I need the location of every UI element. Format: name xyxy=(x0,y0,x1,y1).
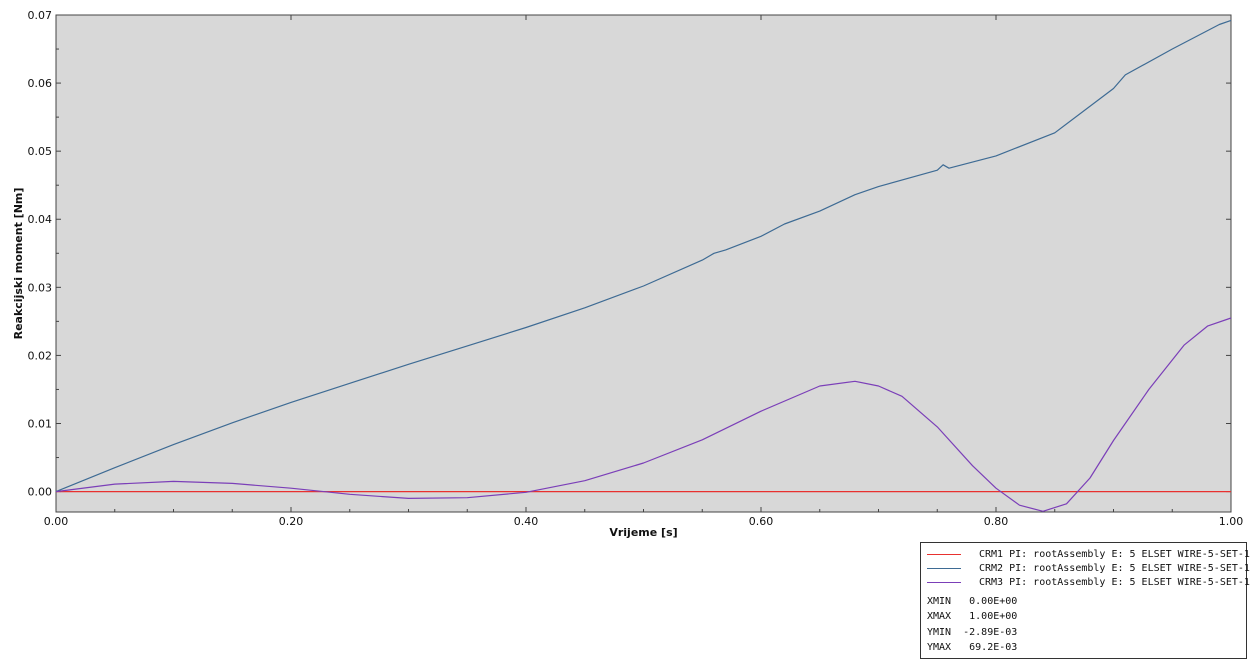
x-tick-label: 0.60 xyxy=(749,515,774,528)
legend-entry: CRM3 PI: rootAssembly E: 5 ELSET WIRE-5-… xyxy=(927,576,1250,590)
y-tick-label: 0.01 xyxy=(28,417,53,430)
x-tick-label: 0.00 xyxy=(44,515,69,528)
series-line-3 xyxy=(55,317,1232,512)
legend-entry: CRM2 PI: rootAssembly E: 5 ELSET WIRE-5-… xyxy=(927,562,1250,576)
legend-swatch xyxy=(927,581,961,583)
y-tick-label: 0.00 xyxy=(28,486,53,499)
x-axis-title: Vrijeme [s] xyxy=(609,526,677,539)
series-line-2 xyxy=(55,19,1232,493)
legend-swatch xyxy=(927,567,961,569)
y-tick-label: 0.04 xyxy=(28,213,53,226)
y-tick-label: 0.02 xyxy=(28,349,53,362)
x-tick-label: 0.40 xyxy=(514,515,539,528)
legend: CRM1 PI: rootAssembly E: 5 ELSET WIRE-5-… xyxy=(920,542,1250,659)
legend-label: CRM3 PI: rootAssembly E: 5 ELSET WIRE-5-… xyxy=(979,577,1250,588)
x-tick-label: 0.80 xyxy=(984,515,1009,528)
x-tick-label: 1.00 xyxy=(1219,515,1244,528)
y-tick-label: 0.03 xyxy=(28,281,53,294)
y-tick-label: 0.06 xyxy=(28,77,53,90)
legend-swatch xyxy=(927,553,961,555)
legend-entry: CRM1 PI: rootAssembly E: 5 ELSET WIRE-5-… xyxy=(927,548,1250,562)
series-layer xyxy=(55,19,1232,512)
y-tick-label: 0.07 xyxy=(28,9,53,22)
y-tick-label: 0.05 xyxy=(28,145,53,158)
plot-area xyxy=(55,14,1232,513)
x-tick-label: 0.20 xyxy=(279,515,304,528)
legend-label: CRM1 PI: rootAssembly E: 5 ELSET WIRE-5-… xyxy=(979,549,1250,560)
legend-xmin: XMIN 0.00E+00 xyxy=(927,596,1018,607)
legend-label: CRM2 PI: rootAssembly E: 5 ELSET WIRE-5-… xyxy=(979,563,1250,574)
legend-ymin: YMIN -2.89E-03 xyxy=(927,627,1018,638)
y-axis-ticks: 0.00 0.01 0.02 0.03 0.04 0.05 0.06 0.07 xyxy=(28,9,1231,499)
legend-ymax: YMAX 69.2E-03 xyxy=(927,642,1018,653)
x-axis-ticks: 0.00 0.20 0.40 0.60 0.80 1.00 xyxy=(44,15,1244,528)
legend-xmax: XMAX 1.00E+00 xyxy=(927,611,1018,622)
y-axis-title: Reakcijski moment [Nm] xyxy=(12,188,25,340)
